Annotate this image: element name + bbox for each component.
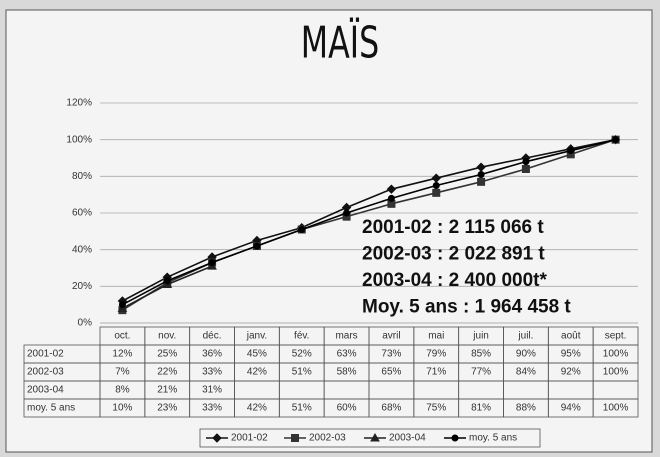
x-tick-label: août [561,331,581,342]
y-tick-label: 40% [72,244,92,255]
marker [451,434,459,442]
x-tick-label: sept. [605,331,627,342]
series-line [122,138,616,306]
table-value: 33% [202,403,222,414]
table-value: 51% [292,403,312,414]
y-tick-label: 0% [78,318,93,329]
marker [477,171,485,178]
marker [567,147,575,155]
table-value: 73% [381,349,401,360]
table-value: 42% [247,367,267,378]
x-tick-label: nov. [158,331,176,342]
table-value: 68% [381,403,401,414]
marker [432,188,441,197]
chart-title: MAÏS [301,18,379,69]
marker [370,432,380,442]
table-value: 95% [561,349,581,360]
table-value: 36% [202,349,222,360]
y-tick-label: 100% [66,134,92,145]
table-value: 84% [516,367,536,378]
table-value: 45% [247,349,267,360]
table-cell [592,398,639,418]
annotation: 2002-03 : 2 022 891 t [362,244,545,265]
marker [253,242,261,250]
marker [343,209,351,217]
table-value: 100% [603,367,629,378]
table-value: 21% [157,385,177,396]
table-value: 58% [337,367,357,378]
marker [522,158,530,166]
table-value: 10% [112,403,132,414]
table-value: 65% [381,367,401,378]
table-value: 33% [202,367,222,378]
x-tick-label: mars [335,331,357,342]
marker [208,259,216,266]
table-value: 88% [516,403,536,414]
x-tick-label: juin [472,331,489,342]
marker [477,177,486,186]
table-value: 31% [202,385,222,396]
legend-label: 2003-04 [389,433,426,444]
y-tick-label: 20% [72,281,92,292]
table-value: 90% [516,349,536,360]
panel [5,9,653,453]
table-value: 63% [337,349,357,360]
table-value: 51% [292,367,312,378]
x-tick-label: fév. [294,331,309,342]
table-value: 100% [603,403,629,414]
table-value: 71% [426,367,446,378]
marker [298,226,306,233]
y-tick-label: 60% [72,208,92,219]
annotation: 2001-02 : 2 115 066 t [362,217,544,238]
x-tick-label: avril [382,331,400,342]
table-value: 12% [112,349,132,360]
marker [291,434,299,442]
marker [521,165,530,173]
row-label: moy. 5 ans [27,403,75,414]
table-value: 7% [115,367,130,378]
marker [387,194,395,202]
row-label: 2002-03 [27,367,64,378]
x-tick-label: déc. [203,331,222,342]
table-value: 100% [603,349,629,360]
table-value: 22% [157,367,177,378]
table-value: 8% [115,385,130,396]
table-value: 77% [471,367,491,378]
annotation: 2003-04 : 2 400 000t* [362,270,547,291]
marker [163,277,171,285]
marker [612,136,620,144]
marker [432,182,440,189]
legend-label: 2001-02 [231,433,268,444]
x-tick-label: juil. [517,331,533,342]
marker [118,301,126,309]
x-tick-label: janv. [246,331,267,342]
marker [212,433,222,443]
marker [386,184,397,194]
row-label: 2001-02 [27,349,64,360]
series-line [122,138,616,302]
y-tick-label: 120% [66,98,92,109]
table-value: 79% [426,349,446,360]
legend-label: moy. 5 ans [469,433,517,444]
y-tick-label: 80% [72,171,92,182]
legend-label: 2002-03 [309,433,346,444]
x-tick-label: mai [428,331,444,342]
x-tick-label: oct. [114,331,130,342]
table-value: 60% [337,403,357,414]
table-value: 81% [471,403,491,414]
table-value: 25% [157,349,177,360]
table-value: 92% [561,367,581,378]
table-value: 94% [561,403,581,414]
annotation: Moy. 5 ans : 1 964 458 t [362,297,571,318]
table-value: 23% [157,403,177,414]
table-value: 85% [471,349,491,360]
table-value: 42% [247,403,267,414]
table-value: 52% [292,349,312,360]
table-value: 75% [426,403,446,414]
row-label: 2003-04 [27,385,64,396]
